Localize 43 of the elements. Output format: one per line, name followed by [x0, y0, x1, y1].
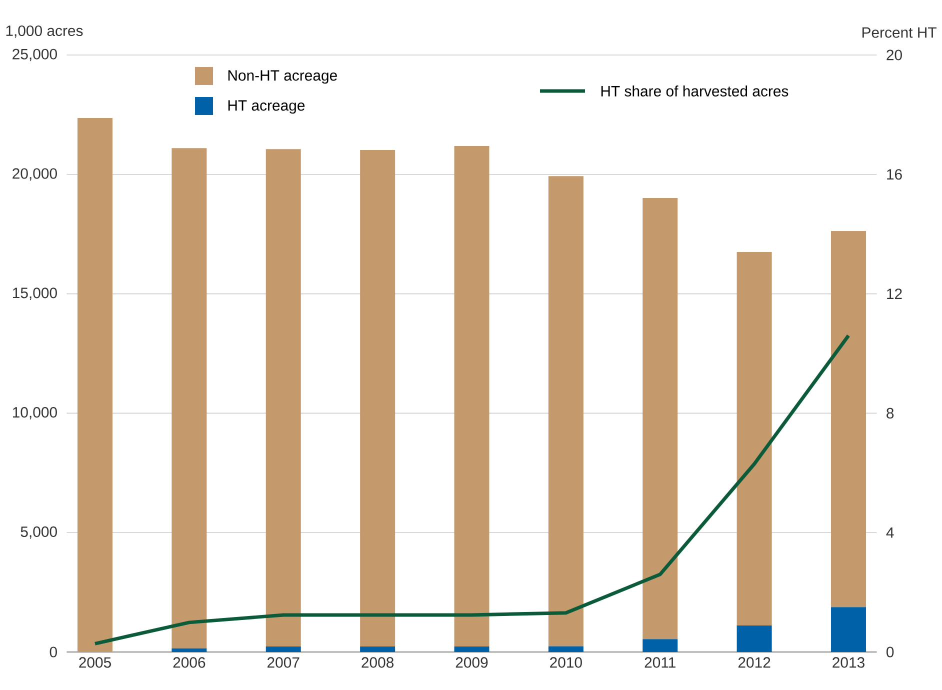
y2-tick-label: 20	[886, 50, 902, 60]
y-tick-label: 0	[50, 646, 57, 658]
x-tick-label: 2005	[79, 657, 111, 668]
x-tick-label: 2008	[362, 657, 394, 668]
bar	[360, 646, 396, 652]
bar	[736, 625, 772, 652]
bar	[830, 607, 866, 652]
y2-tick-label: 4	[886, 527, 894, 538]
y2-tick-label: 0	[886, 646, 894, 658]
y2-tick-label: 16	[887, 169, 902, 180]
x-tick-label: 2009	[456, 657, 488, 668]
y-tick-label: 5,000	[20, 526, 57, 539]
legend-label: Non-HT acreage	[228, 70, 337, 84]
legend-label: HT acreage	[228, 100, 305, 114]
y-tick-label: 10,000	[12, 407, 57, 420]
bar	[830, 230, 866, 608]
x-tick-label: 2010	[550, 657, 582, 668]
bar	[642, 639, 678, 652]
bar	[266, 149, 301, 647]
x-tick-label: 2012	[738, 657, 770, 668]
bar	[548, 176, 584, 646]
legend-label: HT share of harvested acres	[601, 86, 788, 96]
bar	[548, 646, 584, 652]
y2-tick-label: 8	[886, 408, 894, 418]
x-tick-label: 2011	[644, 657, 676, 668]
bar	[736, 252, 772, 626]
bar	[642, 198, 678, 640]
bar	[454, 146, 490, 647]
y2-axis-title: Percent HT	[862, 27, 936, 38]
y-axis-title: 1,000 acres	[6, 25, 83, 38]
y-tick-label: 15,000	[12, 288, 57, 300]
y2-tick-label: 12	[887, 288, 902, 300]
x-tick-label: 2007	[268, 657, 300, 668]
bar	[454, 646, 490, 652]
y-tick-label: 25,000	[12, 48, 57, 62]
x-tick-label: 2013	[832, 657, 864, 668]
bar	[360, 150, 396, 647]
bar	[172, 148, 207, 648]
y-tick-label: 20,000	[12, 168, 57, 181]
bar	[172, 648, 207, 652]
bar	[78, 118, 112, 652]
bar	[266, 646, 301, 652]
x-tick-label: 2006	[173, 657, 206, 668]
